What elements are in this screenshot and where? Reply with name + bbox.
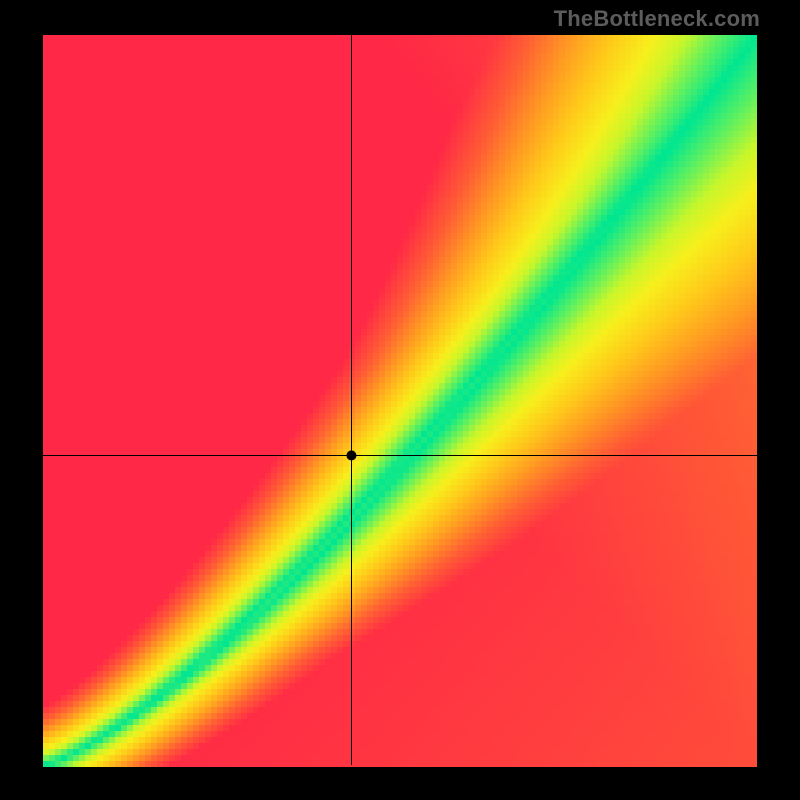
chart-root: TheBottleneck.com <box>0 0 800 800</box>
watermark-text: TheBottleneck.com <box>554 6 760 32</box>
bottleneck-heatmap-canvas <box>0 0 800 800</box>
